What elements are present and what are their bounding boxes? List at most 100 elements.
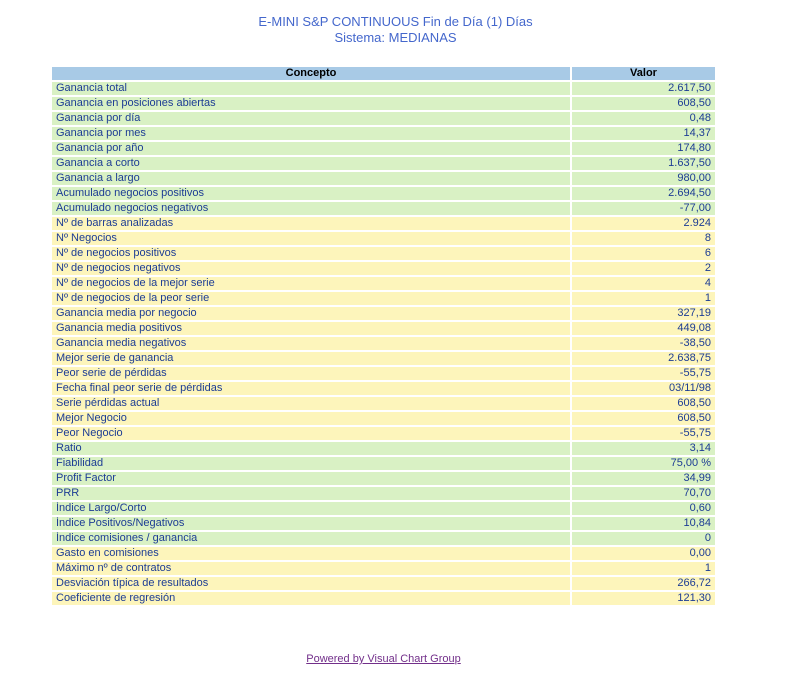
column-header-valor: Valor [572, 67, 715, 80]
value-cell: 2.924 [572, 217, 715, 230]
concept-cell: Nº de negocios positivos [52, 247, 570, 260]
concept-cell: Fecha final peor serie de pérdidas [52, 382, 570, 395]
table-row: Mejor serie de ganancia 2.638,75 [52, 352, 715, 365]
table-row: Mejor Negocio 608,50 [52, 412, 715, 425]
value-cell: 70,70 [572, 487, 715, 500]
concept-cell: Índice comisiones / ganancia [52, 532, 570, 545]
concept-cell: PRR [52, 487, 570, 500]
table-row: Gasto en comisiones 0,00 [52, 547, 715, 560]
concept-cell: Ganancia a corto [52, 157, 570, 170]
column-header-concepto: Concepto [52, 67, 570, 80]
concept-cell: Índice Largo/Corto [52, 502, 570, 515]
concept-cell: Peor Negocio [52, 427, 570, 440]
concept-cell: Ganancia a largo [52, 172, 570, 185]
value-cell: 8 [572, 232, 715, 245]
concept-cell: Coeficiente de regresión [52, 592, 570, 605]
table-row: Acumulado negocios negativos -77,00 [52, 202, 715, 215]
powered-by-link[interactable]: Powered by Visual Chart Group [306, 653, 461, 665]
value-cell: 3,14 [572, 442, 715, 455]
table-row: Ganancia por año 174,80 [52, 142, 715, 155]
table-header-row: Concepto Valor [52, 67, 715, 80]
concept-cell: Nº de negocios de la peor serie [52, 292, 570, 305]
table-row: Nº de negocios positivos 6 [52, 247, 715, 260]
concept-cell: Peor serie de pérdidas [52, 367, 570, 380]
value-cell: 0,60 [572, 502, 715, 515]
concept-cell: Mejor serie de ganancia [52, 352, 570, 365]
table-row: Ganancia en posiciones abiertas 608,50 [52, 97, 715, 110]
concept-cell: Ganancia por día [52, 112, 570, 125]
table-row: Desviación típica de resultados 266,72 [52, 577, 715, 590]
value-cell: 34,99 [572, 472, 715, 485]
table-row: Nº de negocios de la peor serie 1 [52, 292, 715, 305]
table-row: PRR 70,70 [52, 487, 715, 500]
table-row: Índice comisiones / ganancia 0 [52, 532, 715, 545]
table-row: Ganancia a largo 980,00 [52, 172, 715, 185]
table-row: Serie pérdidas actual 608,50 [52, 397, 715, 410]
value-cell: 608,50 [572, 397, 715, 410]
concept-cell: Profit Factor [52, 472, 570, 485]
table-row: Índice Positivos/Negativos 10,84 [52, 517, 715, 530]
value-cell: 2.638,75 [572, 352, 715, 365]
value-cell: 608,50 [572, 97, 715, 110]
value-cell: 2 [572, 262, 715, 275]
value-cell: 2.617,50 [572, 82, 715, 95]
value-cell: 6 [572, 247, 715, 260]
concept-cell: Ganancia por mes [52, 127, 570, 140]
concept-cell: Ganancia en posiciones abiertas [52, 97, 570, 110]
stats-table: Concepto Valor Ganancia total 2.617,50 Gan… [50, 65, 717, 607]
value-cell: 0 [572, 532, 715, 545]
table-row: Coeficiente de regresión 121,30 [52, 592, 715, 605]
concept-cell: Índice Positivos/Negativos [52, 517, 570, 530]
table-row: Índice Largo/Corto 0,60 [52, 502, 715, 515]
concept-cell: Ganancia media por negocio [52, 307, 570, 320]
value-cell: 266,72 [572, 577, 715, 590]
value-cell: 449,08 [572, 322, 715, 335]
concept-cell: Ganancia total [52, 82, 570, 95]
value-cell: -38,50 [572, 337, 715, 350]
table-row: Fiabilidad 75,00 % [52, 457, 715, 470]
table-row: Nº de negocios de la mejor serie 4 [52, 277, 715, 290]
table-row: Ganancia total 2.617,50 [52, 82, 715, 95]
value-cell: -77,00 [572, 202, 715, 215]
concept-cell: Nº de negocios negativos [52, 262, 570, 275]
concept-cell: Máximo nº de contratos [52, 562, 570, 575]
concept-cell: Acumulado negocios negativos [52, 202, 570, 215]
table-row: Nº Negocios 8 [52, 232, 715, 245]
concept-cell: Nº de barras analizadas [52, 217, 570, 230]
report-title: E-MINI S&P CONTINUOUS Fin de Día (1) Día… [0, 14, 791, 46]
table-row: Nº de barras analizadas 2.924 [52, 217, 715, 230]
table-row: Acumulado negocios positivos 2.694,50 [52, 187, 715, 200]
concept-cell: Serie pérdidas actual [52, 397, 570, 410]
value-cell: 10,84 [572, 517, 715, 530]
concept-cell: Mejor Negocio [52, 412, 570, 425]
report-title-line1: E-MINI S&P CONTINUOUS Fin de Día (1) Día… [258, 14, 533, 29]
table-row: Ganancia por día 0,48 [52, 112, 715, 125]
concept-cell: Fiabilidad [52, 457, 570, 470]
value-cell: 327,19 [572, 307, 715, 320]
value-cell: 0,48 [572, 112, 715, 125]
value-cell: 14,37 [572, 127, 715, 140]
value-cell: 4 [572, 277, 715, 290]
value-cell: 980,00 [572, 172, 715, 185]
value-cell: 0,00 [572, 547, 715, 560]
concept-cell: Ganancia por año [52, 142, 570, 155]
table-row: Ganancia media por negocio 327,19 [52, 307, 715, 320]
stats-table-body: Ganancia total 2.617,50 Ganancia en posici… [52, 82, 715, 605]
table-row: Ganancia media negativos -38,50 [52, 337, 715, 350]
value-cell: 608,50 [572, 412, 715, 425]
value-cell: 1 [572, 292, 715, 305]
report-footer: Powered by Visual Chart Group [50, 649, 717, 667]
value-cell: 1.637,50 [572, 157, 715, 170]
table-row: Ganancia media positivos 449,08 [52, 322, 715, 335]
concept-cell: Ganancia media positivos [52, 322, 570, 335]
concept-cell: Acumulado negocios positivos [52, 187, 570, 200]
report-title-line2: Sistema: MEDIANAS [334, 30, 457, 45]
value-cell: 174,80 [572, 142, 715, 155]
value-cell: 1 [572, 562, 715, 575]
concept-cell: Nº de negocios de la mejor serie [52, 277, 570, 290]
table-row: Nº de negocios negativos 2 [52, 262, 715, 275]
value-cell: 75,00 % [572, 457, 715, 470]
value-cell: 03/11/98 [572, 382, 715, 395]
table-row: Fecha final peor serie de pérdidas 03/11/… [52, 382, 715, 395]
